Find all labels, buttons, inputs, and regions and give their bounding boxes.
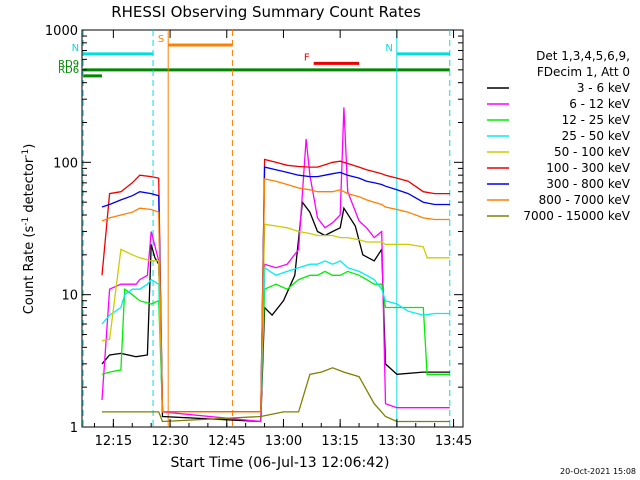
- series-line: [101, 107, 450, 423]
- plot-frame: [81, 29, 464, 428]
- legend-entry: 800 - 7000 keV: [539, 193, 631, 207]
- x-tick-label: 12:45: [208, 434, 245, 449]
- series-line: [101, 166, 450, 413]
- vlines-layer: [82, 30, 451, 427]
- legend-header-1: Det 1,3,4,5,6,9,: [536, 49, 630, 63]
- x-ticks: 12:15 12:30 12:45 13:00 13:15 13:30 13:45: [93, 30, 472, 449]
- series-line: [101, 200, 450, 423]
- ylabel-part-3: ): [22, 144, 37, 149]
- legend-entry: 3 - 6 keV: [577, 81, 631, 95]
- x-tick-label: 13:45: [435, 434, 472, 449]
- footer-date: 20-Oct-2021 15:08: [560, 467, 636, 476]
- x-tick-label: 13:15: [321, 434, 358, 449]
- flag-label: F: [304, 52, 310, 63]
- x-tick-label: 12:30: [151, 434, 188, 449]
- flag-label: RD9: [58, 59, 79, 70]
- x-tick-label: 13:00: [265, 434, 302, 449]
- ylabel-part-2: detector: [22, 157, 37, 217]
- ylabel-part-1: Count Rate (s: [22, 226, 37, 315]
- series-line: [101, 223, 450, 413]
- flag-label: S: [158, 34, 164, 45]
- y-tick-label: 1000: [45, 24, 78, 39]
- ylabel-sup-2: -1: [21, 149, 31, 158]
- legend-entry: 25 - 50 keV: [562, 129, 631, 143]
- series-line: [102, 367, 450, 423]
- flag-label: N: [385, 43, 392, 54]
- y-tick-label: 100: [53, 156, 78, 171]
- x-tick-label: 13:30: [378, 434, 415, 449]
- legend-entry: 6 - 12 keV: [569, 97, 631, 111]
- flag-label: N: [72, 43, 79, 54]
- legend-entry: 7000 - 15000 keV: [523, 209, 630, 223]
- x-tick-label: 12:15: [95, 434, 132, 449]
- flag-label: RD6: [58, 65, 79, 76]
- x-axis-label: Start Time (06-Jul-13 12:06:42): [170, 455, 389, 471]
- series-layer: [101, 107, 450, 423]
- series-line: [101, 178, 450, 413]
- legend-entry: 12 - 25 keV: [562, 113, 631, 127]
- ylabel-sup-1: -1: [21, 217, 31, 226]
- legend-entry: 300 - 800 keV: [546, 177, 630, 191]
- series-line: [101, 270, 450, 413]
- chart-title: RHESSI Observing Summary Count Rates: [111, 3, 421, 21]
- legend-header-2: FDecim 1, Att 0: [537, 65, 630, 79]
- y-tick-label: 1: [70, 421, 78, 436]
- legend-entry: 100 - 300 keV: [546, 161, 630, 175]
- y-ticks: 1 10 100 1000: [45, 24, 463, 436]
- legend-entry: 50 - 100 keV: [554, 145, 631, 159]
- legend: Det 1,3,4,5,6,9, FDecim 1, Att 0 3 - 6 k…: [487, 49, 631, 223]
- series-line: [101, 158, 450, 413]
- y-tick-label: 10: [61, 289, 78, 304]
- y-axis-label: Count Rate (s-1 detector-1): [21, 144, 37, 315]
- series-line: [101, 260, 450, 413]
